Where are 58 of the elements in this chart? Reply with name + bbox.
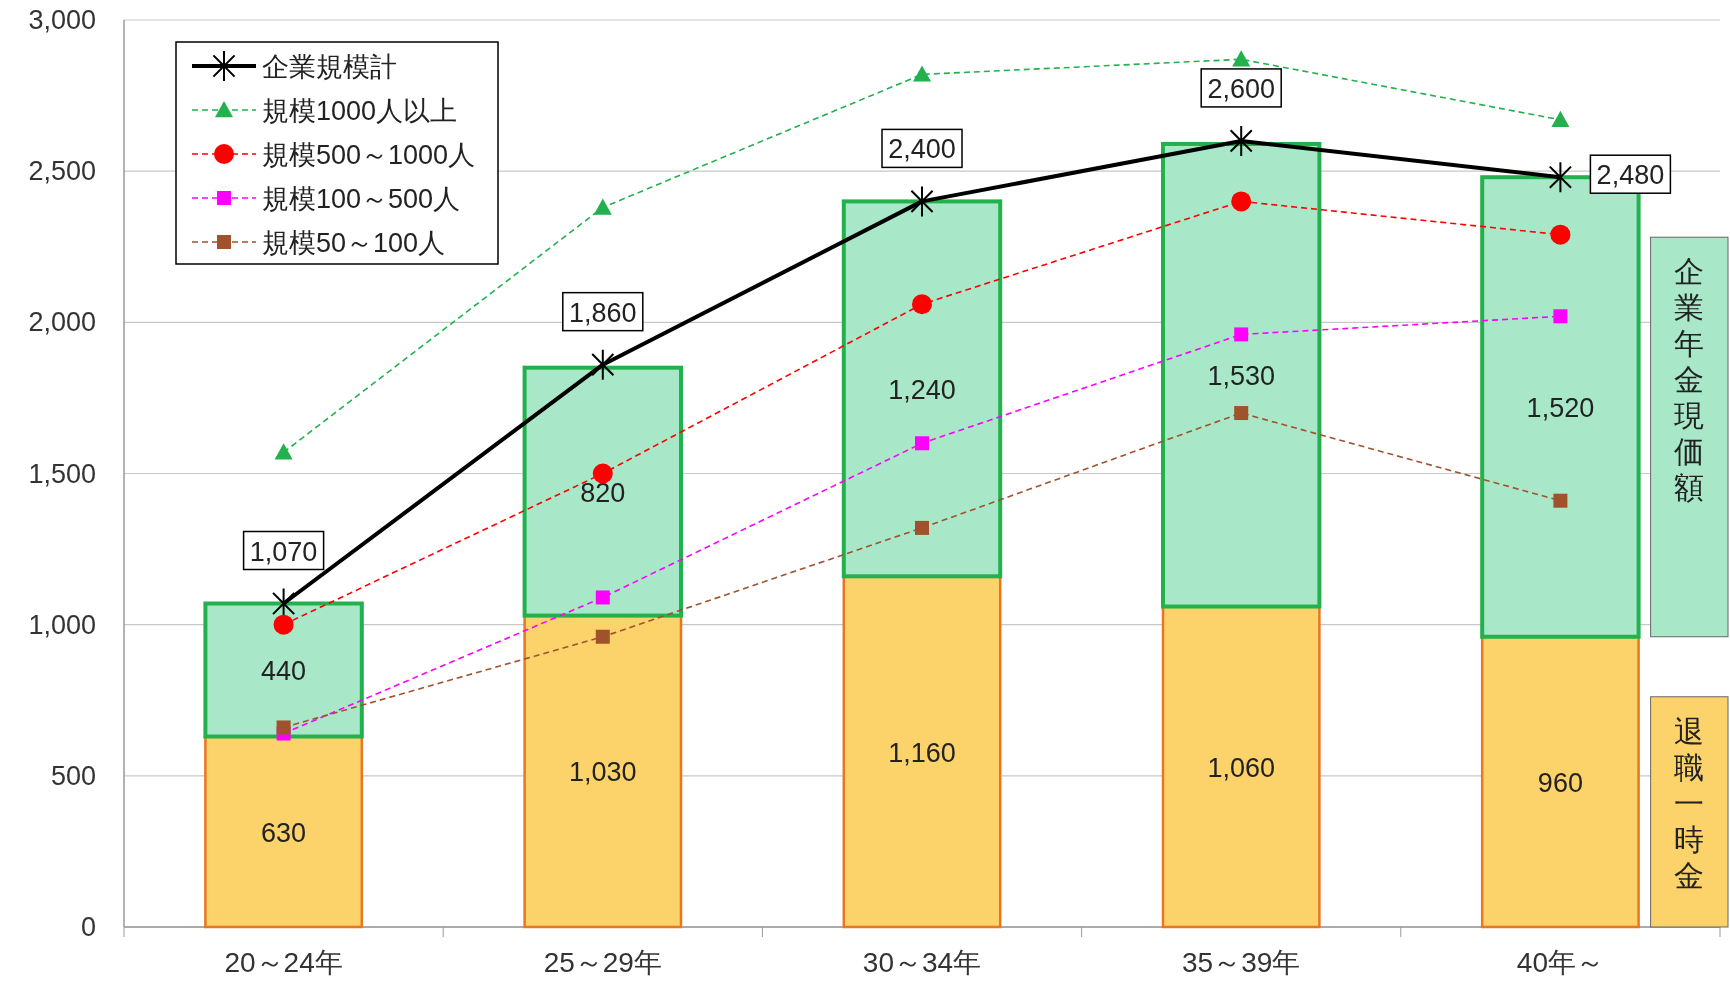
point bbox=[1550, 224, 1571, 245]
point bbox=[595, 629, 610, 644]
data-label: 1,070 bbox=[249, 536, 318, 567]
data-label: 960 bbox=[1537, 767, 1583, 798]
data-label: 2,480 bbox=[1596, 160, 1665, 191]
data-label: 820 bbox=[580, 477, 626, 508]
point bbox=[913, 65, 931, 82]
series-label: 企業年金現価額 bbox=[1674, 255, 1705, 505]
point bbox=[1229, 124, 1253, 157]
point bbox=[1232, 50, 1251, 67]
point bbox=[593, 198, 612, 215]
point bbox=[1231, 191, 1252, 212]
data-label: 630 bbox=[261, 817, 307, 848]
point bbox=[915, 436, 929, 451]
y-tick-label: 500 bbox=[50, 760, 96, 791]
y-tick-label: 1,500 bbox=[28, 458, 96, 489]
point bbox=[274, 443, 293, 460]
point bbox=[591, 348, 615, 381]
series-label: 退職一時金 bbox=[1674, 714, 1705, 892]
data-label: 1,160 bbox=[888, 737, 956, 768]
data-label: 1,860 bbox=[569, 297, 637, 328]
point bbox=[1553, 309, 1568, 324]
point bbox=[273, 614, 294, 635]
data-label: 2,400 bbox=[888, 134, 956, 165]
y-tick-label: 0 bbox=[80, 912, 96, 942]
data-label: 440 bbox=[261, 656, 307, 687]
point bbox=[592, 463, 613, 484]
data-label: 1,240 bbox=[888, 374, 956, 405]
point bbox=[1551, 110, 1570, 127]
point bbox=[1553, 493, 1568, 508]
x-tick-label: 35～39年 bbox=[1182, 947, 1301, 978]
point bbox=[915, 520, 929, 535]
y-tick-label: 3,000 bbox=[28, 5, 96, 35]
legend-label: 規模1000人以上 bbox=[262, 96, 458, 126]
data-label: 1,520 bbox=[1526, 392, 1595, 423]
point bbox=[1234, 327, 1249, 342]
y-tick-label: 2,000 bbox=[28, 307, 96, 338]
point bbox=[595, 590, 610, 605]
legend-label: 規模500～1000人 bbox=[262, 140, 476, 170]
point bbox=[912, 294, 932, 315]
point bbox=[1234, 406, 1249, 421]
y-tick-label: 1,000 bbox=[28, 609, 96, 640]
data-label: 1,060 bbox=[1207, 752, 1275, 783]
point bbox=[276, 720, 291, 735]
point bbox=[910, 185, 934, 218]
y-tick-label: 2,500 bbox=[28, 156, 96, 187]
x-tick-label: 20～24年 bbox=[224, 947, 343, 978]
legend-label: 企業規模計 bbox=[262, 52, 397, 82]
legend-label: 規模50～100人 bbox=[262, 228, 446, 258]
bar bbox=[842, 575, 1002, 929]
data-label: 2,600 bbox=[1207, 73, 1275, 104]
x-tick-label: 25～29年 bbox=[543, 947, 662, 978]
data-label: 1,530 bbox=[1207, 361, 1275, 392]
legend-label: 規模100～500人 bbox=[262, 184, 461, 214]
x-tick-label: 40年～ bbox=[1516, 947, 1604, 978]
x-tick-label: 30～34年 bbox=[862, 947, 982, 978]
point bbox=[1548, 161, 1573, 194]
data-label: 1,030 bbox=[569, 757, 637, 788]
